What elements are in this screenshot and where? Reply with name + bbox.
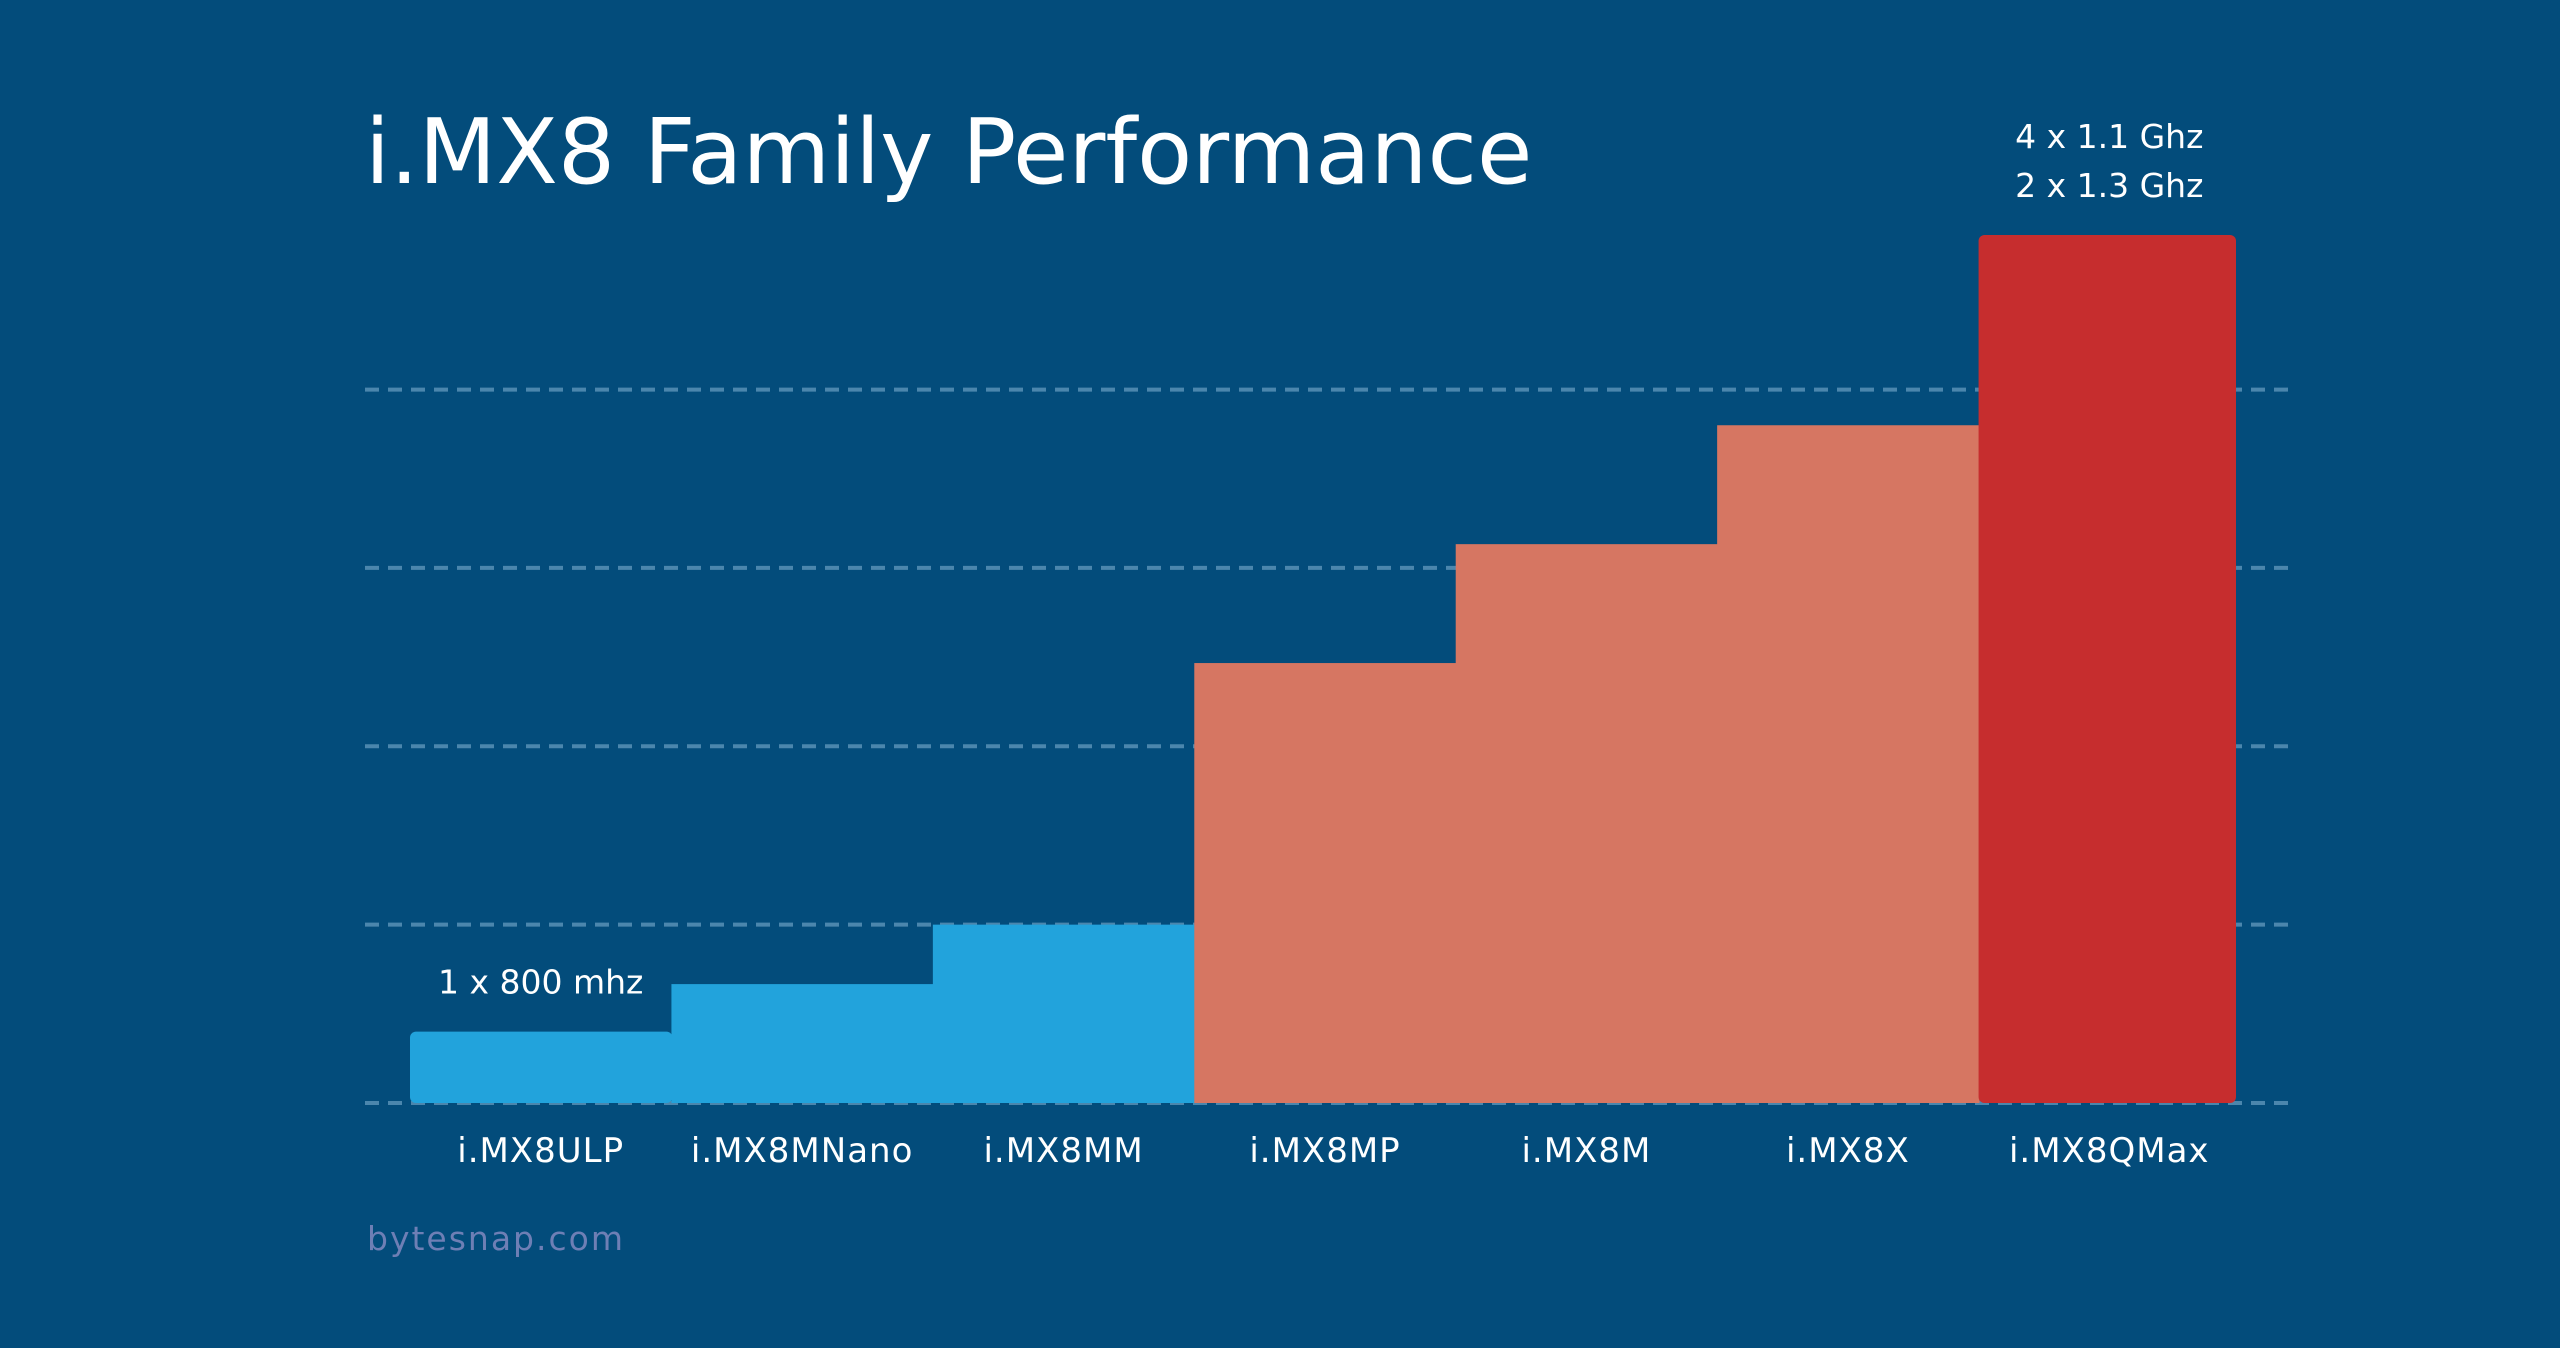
tick-label-i-mx8qmax: i.MX8QMax (2009, 1131, 2210, 1171)
tick-label-i-mx8mnano: i.MX8MNano (691, 1131, 913, 1171)
bar-i-mx8qmax (1978, 235, 2236, 1103)
bar-i-mx8mm (932, 924, 1196, 1103)
bars (410, 235, 2236, 1103)
tick-label-i-mx8x: i.MX8X (1786, 1131, 1910, 1171)
tick-label-i-mx8mp: i.MX8MP (1249, 1131, 1400, 1171)
bar-i-mx8x (1717, 425, 1980, 1103)
bar-i-mx8ulp (410, 1031, 673, 1103)
x-axis-tick-labels: i.MX8ULP i.MX8MNano i.MX8MM i.MX8MP i.MX8M i.… (457, 1131, 2210, 1171)
annotation-i-mx8qmax-2: 2 x 1.3 Ghz (2015, 166, 2203, 205)
annotation-i-mx8ulp-1: 1 x 800 mhz (438, 963, 643, 1002)
tick-label-i-mx8m: i.MX8M (1521, 1131, 1651, 1171)
bar-i-mx8mnano (671, 984, 934, 1103)
source-credit: bytesnap.com (367, 1219, 625, 1258)
annotation-i-mx8qmax-1: 4 x 1.1 Ghz (2015, 117, 2203, 156)
bar-annotations: 1 x 800 mhz 4 x 1.1 Ghz 2 x 1.3 Ghz (438, 117, 2203, 1002)
chart-title: i.MX8 Family Performance (365, 100, 1532, 205)
bar-i-mx8m (1455, 544, 1719, 1103)
tick-label-i-mx8ulp: i.MX8ULP (457, 1131, 624, 1171)
tick-label-i-mx8mm: i.MX8MM (983, 1131, 1143, 1171)
bar-i-mx8mp (1194, 663, 1457, 1103)
